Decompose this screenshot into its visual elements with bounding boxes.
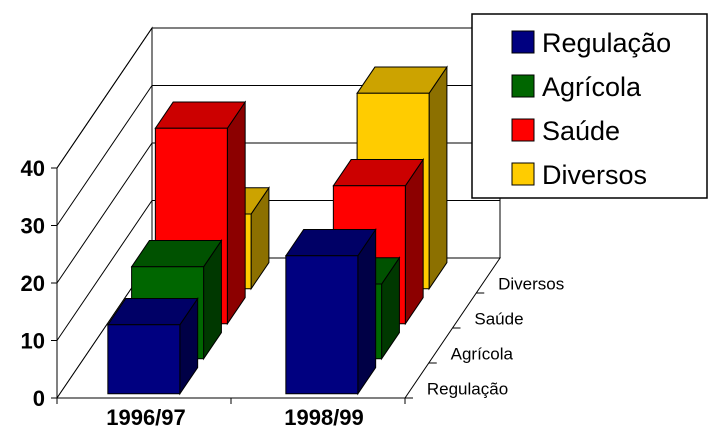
y-tick-label: 0 — [33, 386, 45, 411]
depth-tick-label: Agrícola — [451, 345, 514, 364]
legend-swatch — [511, 30, 535, 54]
bar-Regulação-1996/97 — [106, 296, 199, 396]
depth-tick-label: Saúde — [474, 310, 523, 329]
x-tick-label: 1998/99 — [284, 405, 364, 430]
legend-box — [471, 13, 708, 199]
bar-Regulação-1998/99 — [284, 227, 377, 396]
bars — [106, 65, 448, 396]
depth-tick-label: Regulação — [427, 380, 508, 399]
axes: 0 10 20 30 40 1996/97 1998/99 Regulação Agrícola… — [21, 156, 565, 430]
legend: Regulação Agrícola Saúde Diversos — [471, 13, 708, 199]
legend-swatch — [511, 118, 535, 142]
depth-tick-label: Diversos — [498, 275, 564, 294]
y-tick-label: 10 — [21, 329, 45, 354]
legend-swatch — [511, 74, 535, 98]
legend-entry: Saúde — [542, 116, 620, 146]
y-tick-label: 30 — [21, 214, 45, 239]
x-tick-label: 1996/97 — [106, 405, 186, 430]
legend-entry: Diversos — [542, 160, 647, 190]
legend-entry: Agrícola — [542, 72, 642, 102]
legend-swatch — [511, 162, 535, 186]
y-tick-label: 20 — [21, 271, 45, 296]
legend-entry: Regulação — [542, 28, 671, 58]
gridline — [56, 27, 500, 169]
y-tick-label: 40 — [21, 156, 45, 181]
